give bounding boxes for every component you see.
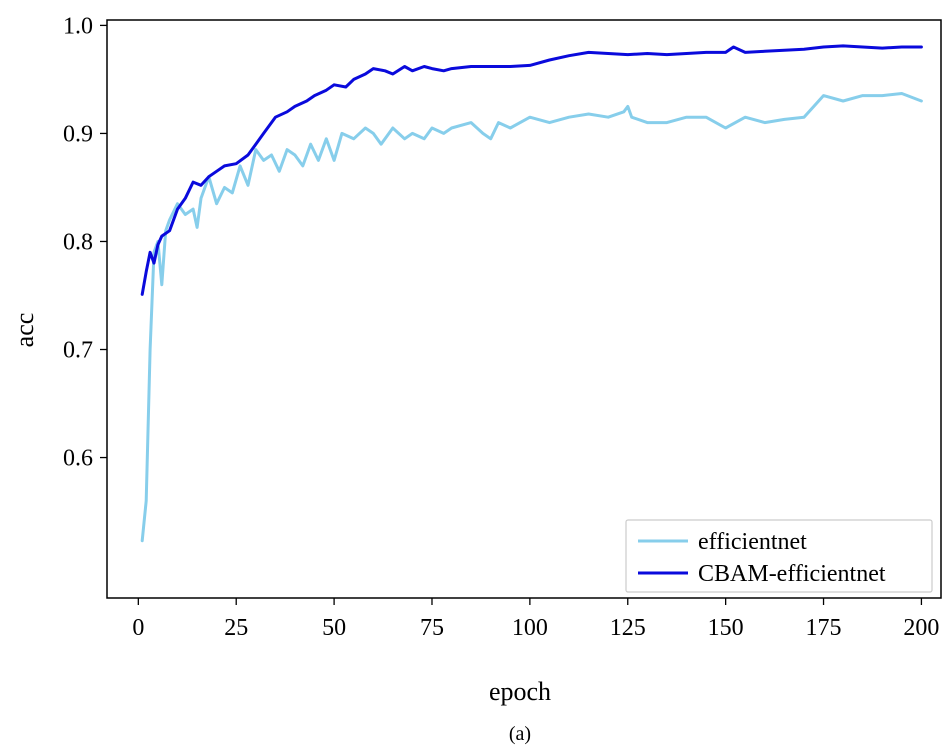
x-tick-label: 125 <box>610 615 646 641</box>
y-tick-label: 1.0 <box>63 13 93 39</box>
plot-frame <box>106 19 942 599</box>
x-tick-label: 175 <box>806 615 842 641</box>
series-line-efficientnet <box>140 92 923 543</box>
legend-label-efficientnet: efficientnet <box>698 529 807 555</box>
x-tick-label: 100 <box>512 615 548 641</box>
x-tick-label: 0 <box>132 615 144 641</box>
legend-label-cbam-efficientnet: CBAM-efficientnet <box>698 561 886 587</box>
y-tick-label: 0.8 <box>63 229 93 255</box>
x-tick-label: 25 <box>224 615 248 641</box>
x-tick-label: 200 <box>903 615 939 641</box>
series-line-cbam-efficientnet <box>140 44 923 296</box>
series-lines <box>140 44 923 543</box>
x-axis: 0 25 50 75 100 125 150 175 200 <box>132 598 939 641</box>
y-tick-label: 0.6 <box>63 446 93 472</box>
x-axis-label: epoch <box>489 677 551 706</box>
y-axis: 0.6 0.7 0.8 0.9 1.0 <box>63 13 107 472</box>
y-axis-label: acc <box>10 313 39 348</box>
x-tick-label: 150 <box>708 615 744 641</box>
legend-box <box>625 519 933 593</box>
x-tick-label: 50 <box>322 615 346 641</box>
legend: efficientnet CBAM-efficientnet <box>625 519 933 593</box>
y-tick-label: 0.7 <box>63 338 93 364</box>
figure-caption: (a) <box>509 723 531 745</box>
y-tick-label: 0.9 <box>63 121 93 147</box>
x-tick-label: 75 <box>420 615 444 641</box>
